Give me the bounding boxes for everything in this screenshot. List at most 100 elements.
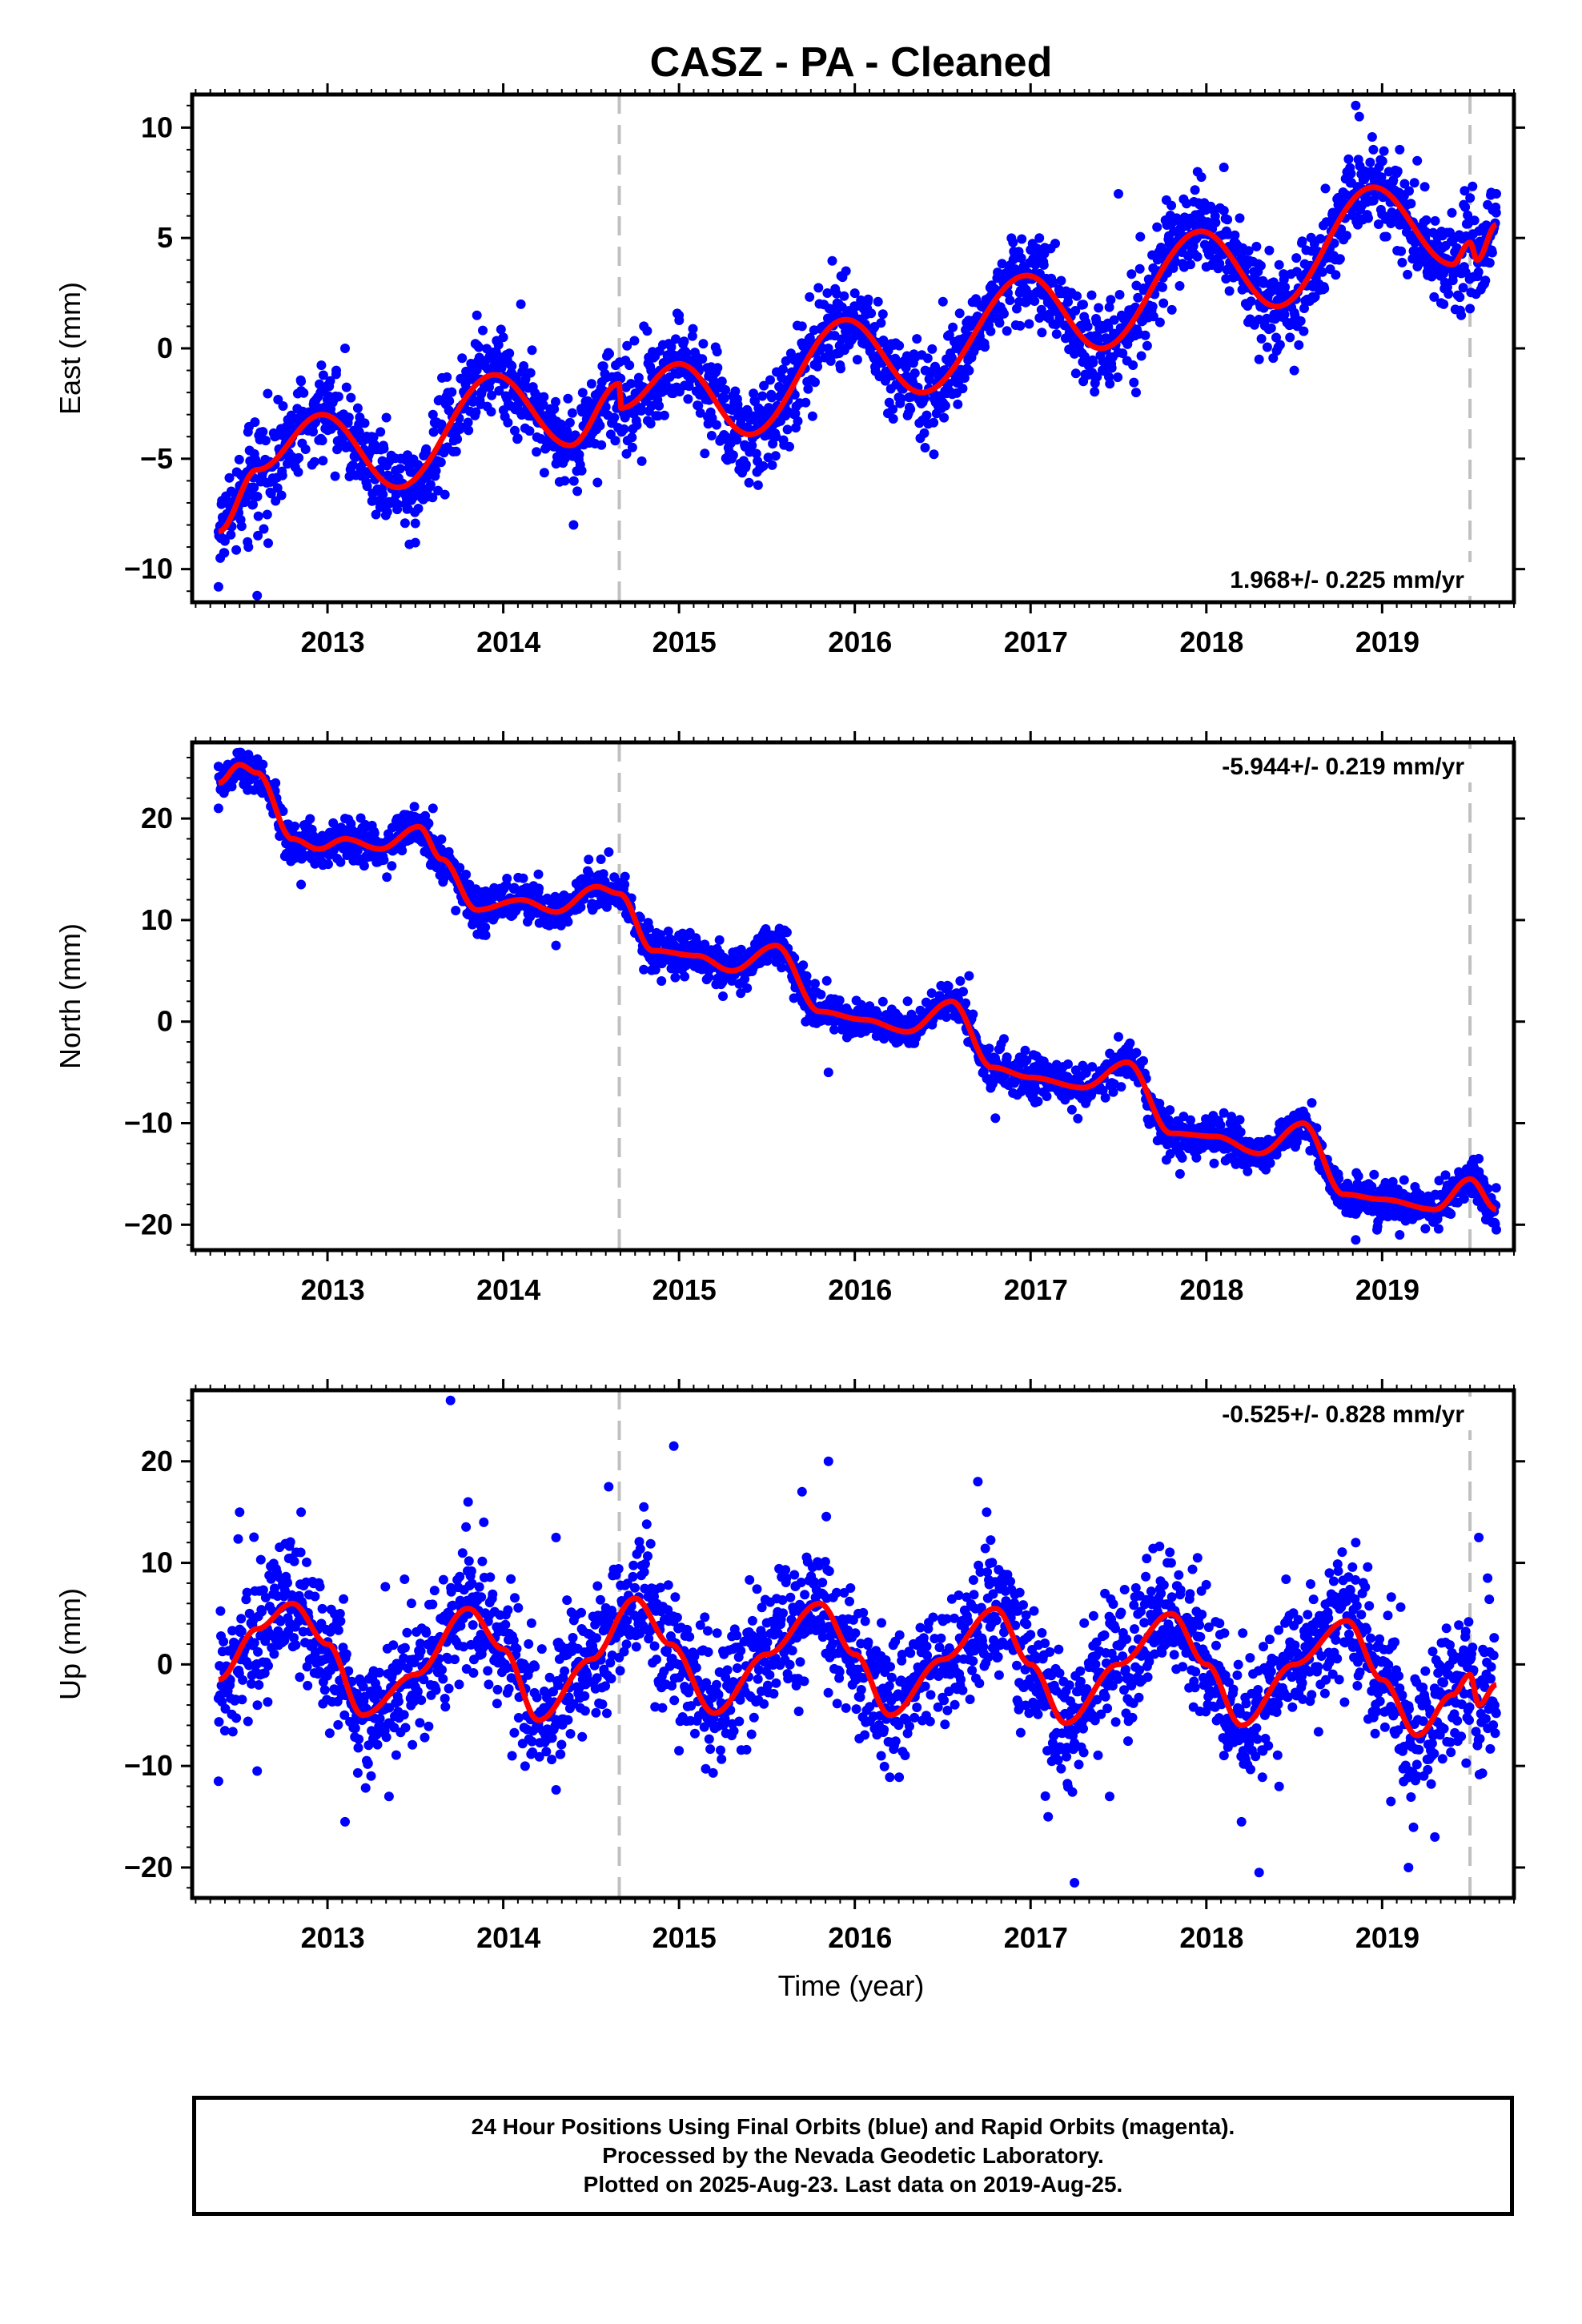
data-point — [1182, 199, 1192, 209]
data-point — [234, 454, 244, 464]
data-point — [1266, 323, 1276, 333]
data-point — [816, 989, 826, 999]
data-point — [1042, 1092, 1052, 1101]
data-point — [793, 416, 803, 426]
data-point — [451, 906, 461, 915]
data-point — [753, 480, 763, 490]
data-point — [984, 1043, 994, 1054]
data-point — [1254, 354, 1264, 364]
data-point — [502, 874, 512, 883]
data-point — [1030, 296, 1040, 306]
data-point — [825, 356, 836, 366]
data-point — [1131, 388, 1141, 398]
x-tick-label: 2016 — [828, 625, 892, 658]
data-point — [1447, 207, 1457, 218]
data-point — [1072, 291, 1082, 301]
data-point — [927, 344, 938, 354]
data-point — [834, 995, 845, 1006]
data-point — [258, 759, 268, 770]
data-point — [1082, 321, 1093, 332]
data-point — [413, 504, 424, 513]
data-point — [801, 397, 811, 408]
data-point — [596, 854, 606, 864]
data-point — [381, 412, 391, 423]
data-point — [323, 859, 333, 870]
data-point — [1363, 213, 1373, 223]
data-point — [1049, 278, 1059, 287]
data-point — [539, 468, 549, 478]
data-point — [471, 407, 481, 417]
data-point — [1256, 334, 1267, 344]
data-point — [659, 410, 669, 420]
data-point — [778, 364, 788, 375]
data-point — [1254, 315, 1264, 324]
data-point — [1215, 1120, 1226, 1130]
data-point — [1333, 199, 1343, 210]
data-point — [616, 373, 626, 384]
data-point — [1271, 332, 1281, 343]
data-point — [294, 452, 304, 463]
data-point — [1473, 267, 1484, 277]
data-point — [456, 422, 466, 432]
data-point — [636, 405, 646, 416]
data-point — [534, 883, 544, 894]
data-point — [532, 447, 542, 457]
data-point — [551, 396, 560, 407]
data-point — [1221, 274, 1231, 284]
data-point — [929, 449, 939, 460]
data-point — [1056, 275, 1066, 286]
data-point — [954, 308, 965, 319]
data-point — [263, 388, 273, 399]
data-point — [1351, 100, 1361, 111]
data-point — [866, 308, 877, 319]
data-point — [1299, 326, 1309, 336]
data-point — [666, 342, 677, 352]
data-point — [300, 444, 311, 454]
data-point — [1118, 348, 1128, 359]
data-point — [888, 414, 898, 424]
data-point — [1054, 313, 1065, 324]
data-point — [1399, 1175, 1409, 1185]
data-point — [905, 404, 916, 414]
data-point — [1114, 290, 1125, 300]
data-point — [410, 537, 420, 548]
data-point — [1166, 304, 1177, 315]
data-point — [763, 452, 773, 463]
data-point — [226, 529, 236, 540]
data-point — [961, 998, 971, 1008]
data-point — [619, 424, 629, 434]
data-point — [713, 363, 723, 373]
data-point — [308, 427, 318, 437]
data-point — [749, 388, 759, 399]
data-point — [1419, 182, 1430, 192]
data-point — [428, 409, 438, 420]
data-point — [693, 400, 704, 411]
data-point — [572, 486, 583, 497]
data-point — [1135, 231, 1146, 242]
y-tick-label: −5 — [140, 442, 173, 475]
data-point — [980, 342, 990, 352]
data-point — [1209, 1158, 1219, 1168]
data-point — [564, 417, 575, 428]
data-point — [901, 363, 911, 373]
data-point — [567, 408, 577, 418]
data-point — [325, 376, 335, 386]
data-point — [518, 873, 528, 883]
data-point — [512, 433, 523, 444]
data-point — [215, 553, 226, 563]
data-point — [1113, 372, 1123, 383]
data-point — [604, 348, 614, 359]
data-point — [876, 318, 886, 328]
x-tick-label: 2019 — [1355, 625, 1419, 658]
data-point — [410, 518, 420, 529]
data-point — [1037, 328, 1047, 338]
data-point — [1174, 281, 1185, 291]
data-point — [759, 380, 769, 391]
data-point — [539, 392, 549, 402]
data-point — [1109, 315, 1119, 325]
x-tick-label: 2015 — [652, 625, 717, 658]
data-point — [474, 342, 484, 352]
data-point — [909, 368, 920, 378]
data-point — [1219, 163, 1229, 172]
data-point — [1289, 365, 1299, 376]
